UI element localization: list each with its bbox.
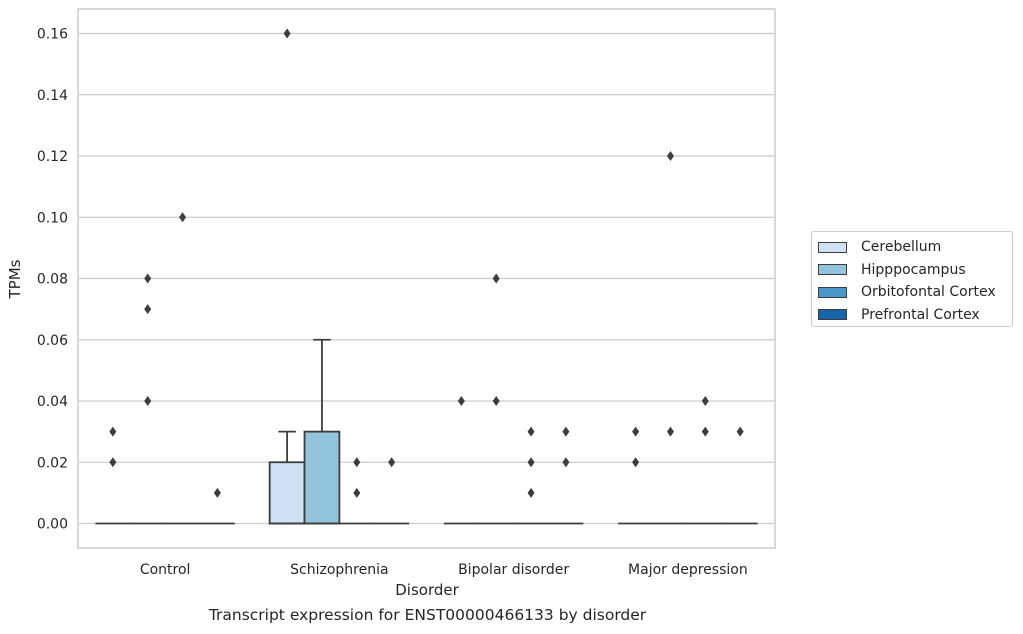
- outlier-point: [562, 457, 570, 468]
- outlier-point: [109, 457, 117, 468]
- box-body: [268, 461, 306, 525]
- outlier-point: [109, 426, 117, 437]
- outlier-point: [492, 273, 500, 284]
- legend-swatch: [818, 264, 847, 276]
- legend-item: Prefrontal Cortex: [818, 304, 1012, 327]
- legend-swatch: [818, 309, 847, 321]
- outlier-point: [144, 273, 152, 284]
- outlier-point: [527, 487, 535, 498]
- outlier-point: [144, 304, 152, 315]
- outlier-layer: [109, 28, 744, 498]
- outlier-point: [179, 212, 187, 223]
- x-tick-label: Bipolar disorder: [458, 562, 569, 578]
- legend-label: Cerebellum: [861, 239, 942, 256]
- outlier-point: [701, 396, 709, 406]
- y-tick-label: 0.10: [37, 210, 68, 226]
- outlier-point: [353, 487, 361, 498]
- legend-label: Orbitofontal Cortex: [861, 284, 996, 301]
- y-tick-label: 0.02: [37, 455, 68, 471]
- outlier-point: [353, 457, 361, 468]
- legend-item: Orbitofontal Cortex: [818, 281, 1012, 304]
- grid-layer: [78, 32, 775, 525]
- y-tick-label: 0.12: [37, 149, 68, 165]
- outlier-point: [388, 457, 396, 468]
- legend: Cerebellum Hipppocampus Orbitofontal Cor…: [811, 231, 1013, 327]
- y-tick-label: 0.04: [37, 394, 68, 410]
- outlier-point: [492, 396, 500, 406]
- legend-item: Cerebellum: [818, 236, 1012, 259]
- outlier-point: [213, 487, 221, 498]
- x-tick-label: Control: [140, 562, 191, 578]
- outlier-point: [457, 396, 465, 406]
- legend-label: Prefrontal Cortex: [861, 306, 980, 323]
- y-tick-label: 0.14: [37, 88, 68, 104]
- x-tick-label: Schizophrenia: [290, 562, 388, 578]
- x-tick-label: Major depression: [628, 562, 748, 578]
- legend-swatch: [818, 286, 847, 298]
- outlier-point: [527, 457, 535, 468]
- legend-swatch: [818, 241, 847, 253]
- outlier-point: [736, 426, 744, 437]
- outlier-point: [666, 426, 674, 437]
- box-hipppocampus: [303, 338, 341, 525]
- outlier-point: [562, 426, 570, 437]
- box-cerebellum: [268, 430, 306, 525]
- outlier-point: [632, 457, 640, 468]
- x-tick-labels: Control Schizophrenia Bipolar disorder Majo…: [140, 562, 748, 578]
- x-axis-label: Disorder: [395, 581, 459, 599]
- box-body: [303, 430, 341, 525]
- y-tick-label: 0.00: [37, 517, 68, 533]
- y-tick-label: 0.08: [37, 272, 68, 288]
- outlier-point: [632, 426, 640, 437]
- outlier-point: [283, 28, 291, 39]
- y-tick-labels: 0.00 0.02 0.04 0.06 0.08 0.10 0.12 0.14 0.16: [37, 27, 68, 533]
- legend-label: Hipppocampus: [861, 261, 966, 278]
- outlier-point: [701, 426, 709, 437]
- box-layer: [95, 338, 758, 525]
- outlier-point: [527, 426, 535, 437]
- outlier-point: [144, 396, 152, 406]
- chart-caption: Transcript expression for ENST0000046613…: [208, 606, 647, 624]
- plot-frame: [77, 8, 776, 549]
- legend-item: Hipppocampus: [818, 259, 1012, 282]
- y-axis-label: TPMs: [6, 259, 24, 299]
- outlier-point: [666, 151, 674, 161]
- y-tick-label: 0.06: [37, 333, 68, 349]
- y-tick-label: 0.16: [37, 27, 68, 43]
